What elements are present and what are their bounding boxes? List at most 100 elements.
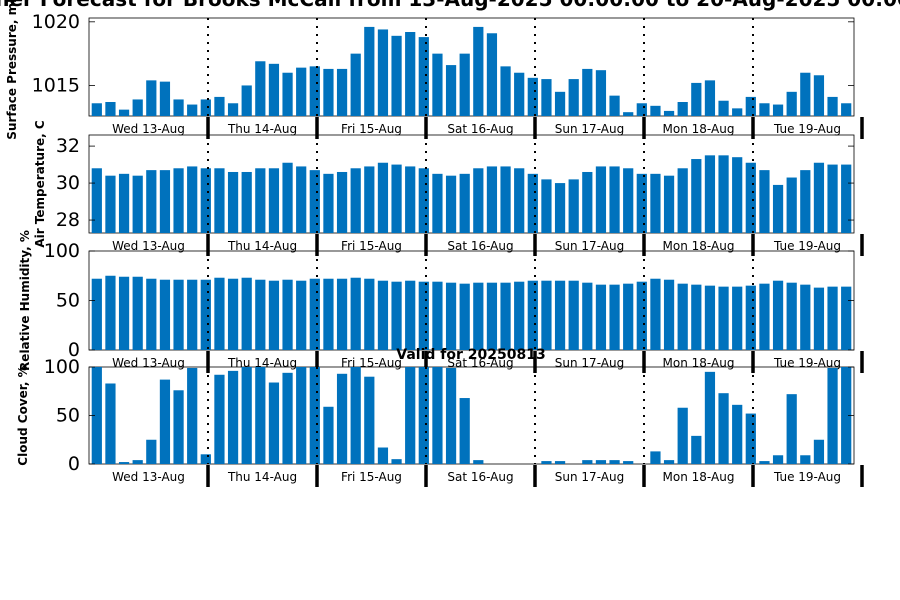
data-bar	[663, 279, 675, 350]
data-bar	[527, 77, 538, 116]
data-bar	[132, 99, 143, 116]
data-bar	[827, 286, 838, 350]
day-label: Tue 19-Aug	[773, 239, 841, 253]
data-bar	[691, 284, 702, 350]
data-bar	[391, 459, 402, 464]
data-bar	[364, 26, 375, 116]
data-bar	[200, 168, 211, 233]
data-bar	[268, 168, 280, 233]
data-bar	[582, 68, 593, 116]
data-bar	[214, 374, 225, 464]
data-bar	[800, 72, 811, 116]
data-bar	[268, 382, 280, 464]
data-bar	[418, 168, 429, 233]
data-bar	[841, 367, 852, 464]
day-label: Mon 18-Aug	[663, 239, 735, 253]
data-bar	[255, 279, 266, 350]
chart-panel-2: 28 30 32 Wed 13-Aug Thu 14-Aug Fri 15-Aug Sat …	[33, 120, 864, 256]
data-bar	[405, 280, 416, 350]
data-bar	[364, 166, 375, 233]
data-bar	[268, 63, 280, 116]
data-bar	[459, 283, 470, 350]
y-tick-label: 100	[44, 240, 80, 262]
data-bar	[105, 383, 116, 464]
data-bar	[568, 179, 579, 233]
data-bar	[718, 393, 729, 464]
data-bar	[241, 277, 252, 350]
y-tick-label: 30	[56, 172, 80, 194]
y-axis-label: Air Temperature, C	[33, 120, 47, 248]
data-bar	[813, 287, 825, 350]
data-bar	[541, 79, 552, 116]
data-bar	[187, 367, 198, 464]
data-bar	[459, 398, 470, 464]
day-label: Wed 13-Aug	[112, 239, 185, 253]
data-bar	[841, 103, 852, 116]
data-bar	[132, 276, 143, 350]
data-bar	[309, 170, 320, 233]
data-bar	[91, 367, 102, 464]
data-bar	[473, 168, 484, 233]
data-bar	[704, 371, 716, 464]
data-bar	[595, 166, 607, 233]
y-axis-label: Cloud Cover, %	[16, 365, 30, 465]
data-bar	[350, 277, 361, 350]
data-bar	[336, 278, 348, 350]
data-bar	[296, 166, 307, 233]
data-bar	[582, 460, 593, 464]
data-bar	[173, 279, 184, 350]
plot-frame	[88, 17, 855, 117]
day-label: Wed 13-Aug	[112, 356, 185, 370]
data-bar	[486, 166, 498, 233]
data-bar	[200, 99, 211, 116]
data-bar	[486, 282, 498, 350]
data-bar	[391, 281, 402, 350]
day-label: Tue 19-Aug	[773, 122, 841, 136]
data-bar	[432, 367, 443, 464]
data-bar	[432, 173, 443, 233]
data-bar	[786, 282, 797, 350]
data-bar	[500, 166, 511, 233]
day-label: Wed 13-Aug	[112, 470, 185, 484]
charts-container: 1015 1020 Wed 13-Aug Thu 14-Aug Fri 15-Aug Sa…	[5, 0, 864, 487]
data-bar	[623, 283, 634, 350]
data-bar	[691, 159, 702, 233]
data-bar	[91, 168, 102, 233]
data-bar	[323, 278, 334, 350]
data-bar	[432, 53, 443, 116]
data-bar	[704, 285, 716, 350]
data-bar	[541, 179, 552, 233]
data-bar	[146, 80, 157, 116]
data-bar	[759, 283, 770, 350]
data-bar	[500, 282, 511, 350]
day-label: Sun 17-Aug	[555, 239, 624, 253]
data-bar	[718, 155, 729, 233]
data-bar	[732, 404, 743, 464]
day-label: Thu 14-Aug	[227, 239, 297, 253]
data-bar	[459, 53, 470, 116]
data-bar	[241, 85, 252, 116]
day-label: Sun 17-Aug	[555, 470, 624, 484]
data-bar	[677, 102, 688, 116]
data-bar	[800, 455, 811, 464]
data-bar	[813, 75, 825, 116]
data-bar	[268, 280, 280, 350]
day-label: Fri 15-Aug	[341, 356, 402, 370]
data-bar	[282, 72, 293, 116]
data-bar	[418, 367, 429, 464]
day-label: Fri 15-Aug	[341, 122, 402, 136]
data-bar	[118, 173, 130, 233]
data-bar	[582, 171, 593, 233]
data-bar	[827, 367, 838, 464]
data-bar	[623, 168, 634, 233]
data-bar	[418, 281, 429, 350]
data-bar	[554, 91, 566, 116]
data-bar	[200, 454, 211, 464]
data-bar	[800, 170, 811, 233]
data-bar	[609, 284, 620, 350]
data-bar	[827, 164, 838, 233]
data-bar	[609, 460, 620, 464]
data-bar	[623, 461, 634, 464]
data-bar	[745, 413, 756, 464]
